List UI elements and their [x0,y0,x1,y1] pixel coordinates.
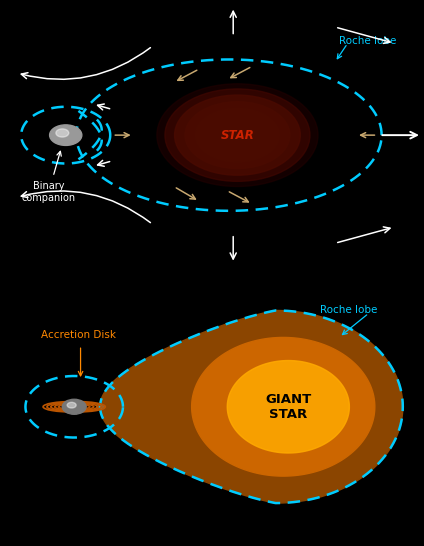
Circle shape [50,125,82,145]
Circle shape [195,109,279,162]
Polygon shape [192,337,375,476]
Polygon shape [227,360,349,453]
Circle shape [220,124,255,146]
Text: Roche lobe: Roche lobe [320,305,377,316]
Circle shape [62,399,86,414]
Polygon shape [100,311,403,503]
Text: Accretion Disk: Accretion Disk [41,330,116,340]
Circle shape [175,95,300,175]
Circle shape [165,89,310,181]
Text: GIANT
STAR: GIANT STAR [265,393,312,421]
Circle shape [157,84,318,187]
Text: Binary
companion: Binary companion [22,181,76,203]
Circle shape [185,102,290,169]
Text: Roche lobe: Roche lobe [339,35,396,45]
Text: STAR: STAR [220,129,254,141]
Circle shape [67,402,76,408]
Circle shape [56,129,69,137]
Circle shape [207,116,268,155]
